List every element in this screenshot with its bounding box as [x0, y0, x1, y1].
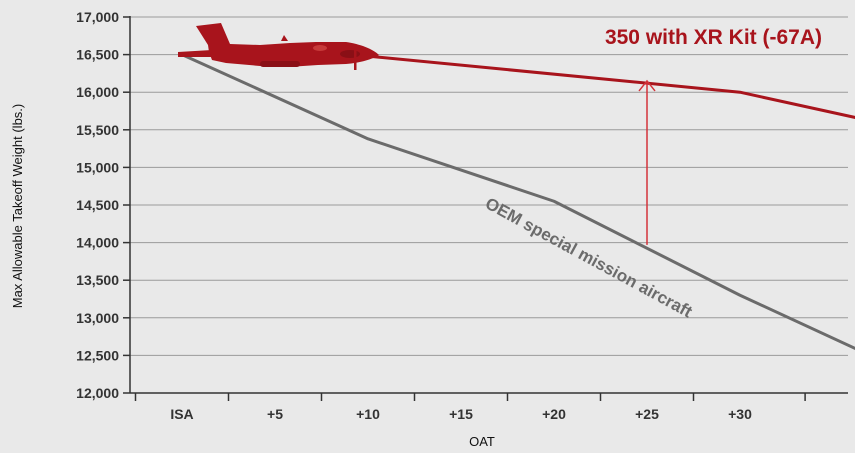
x-tick-label: +10 [356, 406, 380, 422]
grid-lines [130, 16, 848, 356]
x-axis-ticks: ISA+5+10+15+20+25+30+37 [134, 393, 806, 422]
y-tick-label: 16,500 [76, 47, 119, 63]
x-tick-label: +30 [728, 406, 752, 422]
y-tick-label: 14,500 [76, 197, 119, 213]
y-tick-label: 13,000 [76, 310, 119, 326]
y-axis-ticks: 12,000 12,500 13,000 13,500 14,000 14,500 15,0… [76, 9, 130, 401]
x-tick-label: ISA [170, 406, 193, 422]
y-tick-label: 14,000 [76, 235, 119, 251]
annotations [638, 79, 656, 245]
x-tick-label: +20 [542, 406, 566, 422]
x-tick-label: +15 [449, 406, 473, 422]
x-tick-label: +25 [635, 406, 659, 422]
y-axis-title: Max Allowable Takeoff Weight (lbs.) [10, 104, 25, 309]
x-tick-label: +5 [267, 406, 283, 422]
aircraft-icon [178, 23, 379, 70]
x-axis-title: OAT [469, 434, 495, 449]
y-tick-label: 17,000 [76, 9, 119, 25]
y-tick-label: 16,000 [76, 84, 119, 100]
y-tick-label: 15,000 [76, 159, 119, 175]
series-line-oem [181, 53, 855, 351]
y-tick-label: 12,500 [76, 347, 119, 363]
arrow-head [638, 79, 656, 92]
y-tick-label: 15,500 [76, 122, 119, 138]
y-tick-label: 12,000 [76, 385, 119, 401]
y-tick-label: 13,500 [76, 272, 119, 288]
series-label-xr-kit: 350 with XR Kit (-67A) [605, 26, 822, 49]
